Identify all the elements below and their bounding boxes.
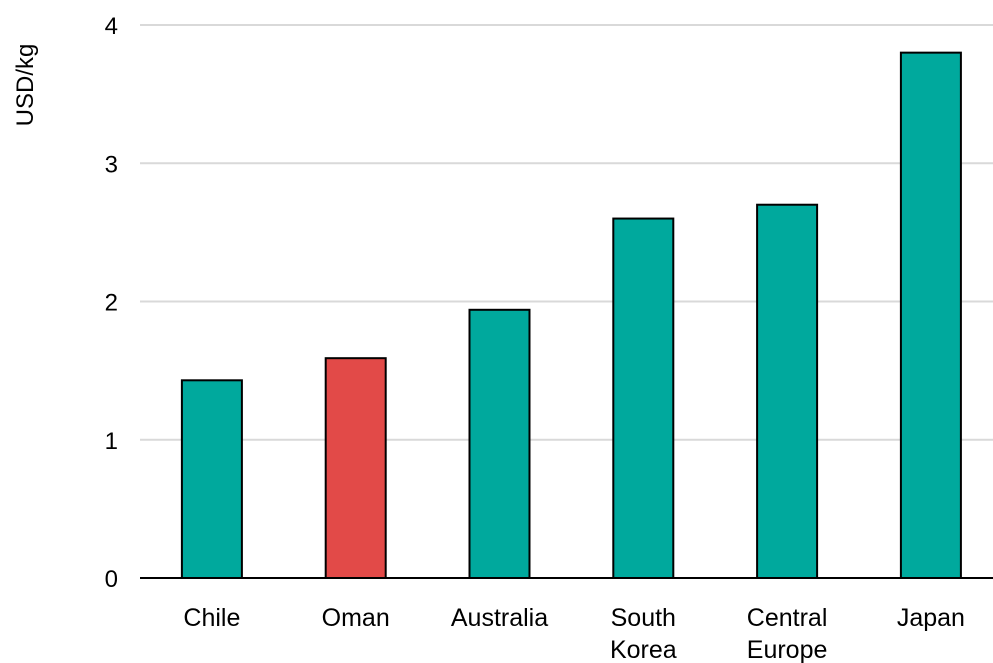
x-category-label-line: Oman (322, 604, 390, 632)
x-category-label: Central Europe (747, 604, 828, 663)
bar-japan (899, 51, 962, 579)
x-category-label: Oman (322, 604, 390, 632)
y-tick-label: 4 (105, 13, 118, 40)
x-category-label-line: Europe (747, 636, 828, 663)
bar-central-europe (756, 203, 819, 579)
y-tick-label: 2 (105, 290, 118, 317)
x-category-label-line: Korea (610, 636, 677, 663)
x-axis-category-labels: Chile Oman Australia South Korea Central Europ… (183, 604, 965, 663)
bar-oman (324, 357, 387, 579)
y-axis-ticks: 0 1 2 3 4 (105, 13, 118, 593)
x-category-label: Australia (451, 604, 548, 632)
bar-south-korea (612, 217, 675, 580)
bar-australia (468, 308, 531, 579)
x-category-label-line: Central (747, 604, 828, 632)
y-tick-label: 1 (105, 428, 118, 455)
gridlines (140, 24, 993, 441)
y-tick-label: 0 (105, 566, 118, 593)
x-category-label: South Korea (610, 604, 677, 663)
x-category-label-line: Japan (897, 604, 965, 632)
x-category-label-line: South (611, 604, 676, 632)
x-category-label-line: Australia (451, 604, 548, 632)
x-category-label-line: Chile (183, 604, 240, 632)
x-category-label: Japan (897, 604, 965, 632)
bars (180, 51, 962, 580)
y-tick-label: 3 (105, 151, 118, 178)
bar-chile (180, 379, 243, 579)
y-axis-title: USD/kg (12, 44, 39, 127)
x-category-label: Chile (183, 604, 240, 632)
